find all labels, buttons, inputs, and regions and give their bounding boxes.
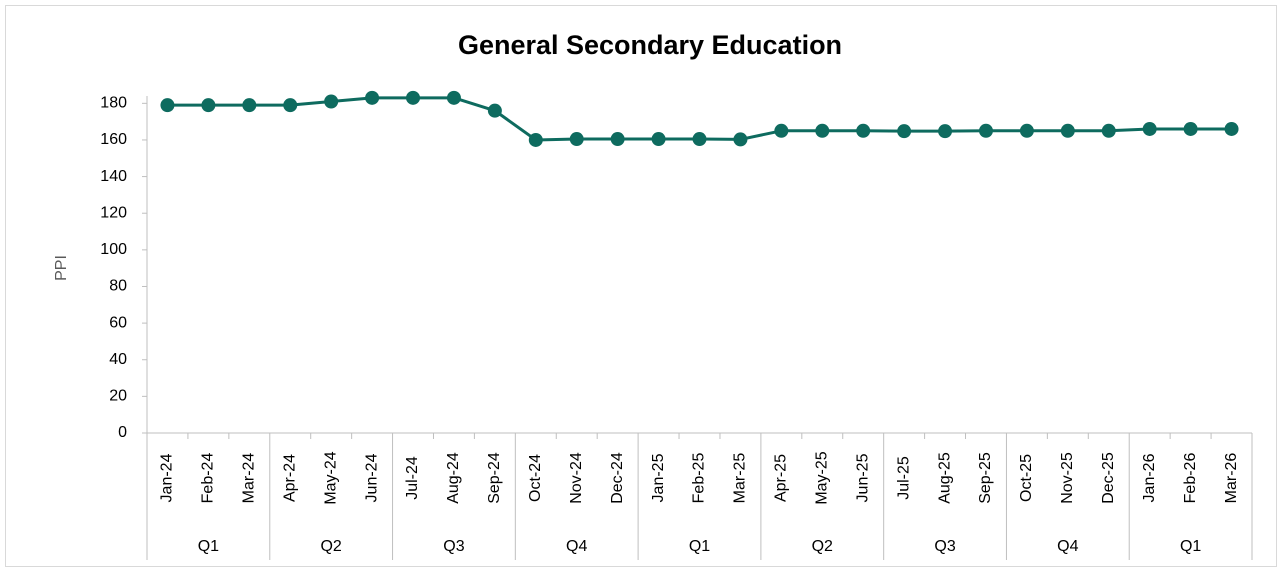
x-tick-label: Aug-24 (445, 452, 462, 504)
y-tick-label: 120 (100, 204, 127, 221)
x-tick-label: Jan-26 (1141, 453, 1158, 502)
point (733, 132, 748, 147)
chart-frame (5, 5, 1277, 567)
x-tick-label: Apr-25 (773, 454, 790, 502)
x-tick-label: Nov-24 (568, 452, 585, 504)
x-tick-label: Jun-25 (854, 453, 871, 502)
x-group-label: Q4 (1057, 538, 1078, 555)
point (283, 98, 298, 113)
x-tick-label: Jun-24 (363, 453, 380, 502)
x-tick-label: Feb-24 (200, 453, 217, 504)
y-tick-label: 60 (109, 314, 127, 331)
point (446, 90, 461, 105)
y-axis-label: PPI (53, 255, 70, 281)
x-tick-label: Feb-25 (691, 453, 708, 504)
x-group-label: Q2 (320, 538, 341, 555)
point (938, 124, 953, 139)
y-tick-label: 100 (100, 241, 127, 258)
chart-title: General Secondary Education (458, 30, 842, 60)
point (897, 124, 912, 139)
x-tick-label: Aug-25 (936, 452, 953, 504)
point (651, 132, 666, 147)
x-tick-label: Jan-24 (159, 453, 176, 502)
point (406, 90, 421, 105)
y-tick-label: 0 (118, 424, 127, 441)
x-tick-label: May-25 (813, 451, 830, 504)
x-group-label: Q1 (689, 538, 710, 555)
point (1224, 121, 1239, 136)
point (815, 123, 830, 138)
point (978, 123, 993, 138)
x-tick-label: Sep-25 (977, 452, 994, 504)
x-tick-label: Jan-25 (650, 453, 667, 502)
x-group-label: Q1 (198, 538, 219, 555)
y-tick-label: 160 (100, 131, 127, 148)
point (487, 103, 502, 118)
x-tick-label: Feb-26 (1182, 453, 1199, 504)
x-tick-label: May-24 (322, 451, 339, 504)
point (1060, 123, 1075, 138)
x-group-label: Q3 (934, 538, 955, 555)
point (1101, 123, 1116, 138)
x-tick-label: Mar-24 (241, 453, 258, 504)
point (160, 98, 175, 113)
y-tick-label: 180 (100, 95, 127, 112)
point (569, 132, 584, 147)
y-tick-label: 140 (100, 168, 127, 185)
point (856, 123, 871, 138)
point (1019, 123, 1034, 138)
x-tick-label: Jul-24 (404, 456, 421, 500)
x-tick-label: Nov-25 (1059, 452, 1076, 504)
point (1142, 121, 1157, 136)
x-tick-label: Oct-24 (527, 454, 544, 502)
point (242, 98, 257, 113)
x-tick-label: Apr-24 (281, 454, 298, 502)
x-group-label: Q1 (1180, 538, 1201, 555)
x-tick-label: Mar-25 (732, 453, 749, 504)
y-tick-label: 80 (109, 278, 127, 295)
point (528, 132, 543, 147)
x-tick-label: Sep-24 (486, 452, 503, 504)
x-tick-label: Jul-25 (895, 456, 912, 500)
x-tick-label: Dec-24 (609, 452, 626, 504)
x-group-label: Q3 (443, 538, 464, 555)
point (692, 132, 707, 147)
x-tick-label: Dec-25 (1100, 452, 1117, 504)
y-tick-label: 40 (109, 351, 127, 368)
point (201, 98, 216, 113)
x-group-label: Q4 (566, 538, 587, 555)
x-tick-label: Mar-26 (1223, 453, 1240, 504)
point (1183, 121, 1198, 136)
point (774, 123, 789, 138)
y-tick-label: 20 (109, 388, 127, 405)
point (324, 94, 339, 109)
x-group-label: Q2 (812, 538, 833, 555)
point (365, 90, 380, 105)
point (610, 132, 625, 147)
x-tick-label: Oct-25 (1018, 454, 1035, 502)
